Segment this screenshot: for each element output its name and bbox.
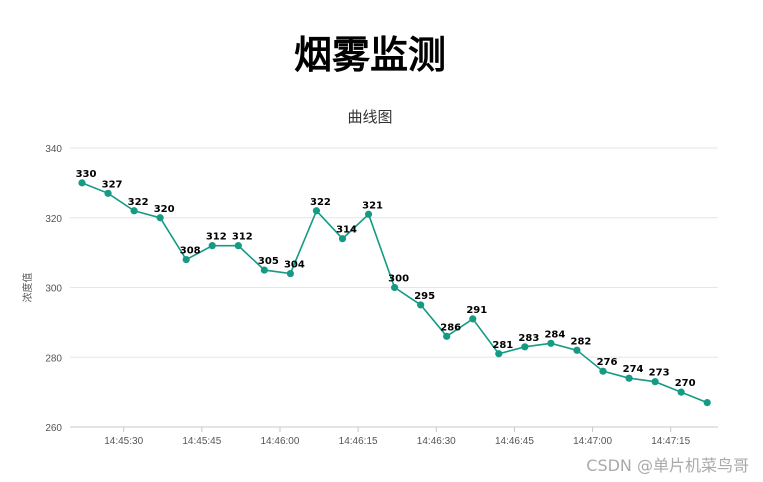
data-label: 295 — [414, 291, 435, 302]
y-axis-label: 浓度值 — [21, 273, 34, 303]
y-tick-label: 280 — [45, 353, 62, 364]
data-label: 322 — [128, 197, 149, 208]
data-point[interactable] — [208, 242, 216, 250]
data-label: 284 — [544, 329, 565, 340]
series-line — [81, 182, 708, 404]
x-tick-label: 14:46:00 — [261, 436, 300, 447]
data-label: 320 — [154, 204, 175, 215]
data-label: 304 — [284, 260, 305, 271]
data-point[interactable] — [495, 350, 503, 358]
data-label: 283 — [518, 333, 539, 344]
data-point[interactable] — [443, 332, 451, 340]
watermark: CSDN @单片机菜鸟哥 — [586, 456, 749, 475]
data-point[interactable] — [78, 179, 86, 187]
y-axis-ticks: 260 280 300 320 340 — [45, 144, 62, 434]
data-label: 270 — [675, 378, 696, 389]
data-label: 322 — [310, 197, 331, 208]
data-point[interactable] — [521, 343, 529, 351]
data-label: 321 — [362, 200, 383, 211]
x-tick-label: 14:47:00 — [573, 436, 612, 447]
x-tick-label: 14:46:45 — [495, 436, 534, 447]
grid-lines — [70, 147, 718, 358]
x-tick-label: 14:46:30 — [417, 436, 456, 447]
y-tick-label: 300 — [45, 284, 62, 295]
data-point[interactable] — [625, 374, 633, 382]
chart-title: 曲线图 — [347, 108, 393, 126]
data-label: 305 — [258, 256, 279, 267]
data-label: 312 — [232, 232, 253, 243]
page-title: 烟雾监测 — [293, 33, 446, 77]
data-point[interactable] — [599, 367, 607, 375]
data-point[interactable] — [260, 266, 268, 274]
data-label: 300 — [388, 274, 409, 285]
data-label: 273 — [649, 368, 670, 379]
data-label: 308 — [180, 246, 201, 257]
data-point[interactable] — [469, 315, 477, 323]
data-point[interactable] — [677, 388, 685, 396]
data-point[interactable] — [364, 210, 373, 218]
x-tick-label: 14:47:15 — [651, 436, 690, 447]
y-tick-label: 320 — [45, 214, 62, 225]
x-tick-label: 14:46:15 — [339, 436, 378, 447]
data-label: 274 — [623, 364, 644, 375]
data-label: 327 — [102, 179, 123, 190]
data-point[interactable] — [651, 378, 659, 386]
data-label: 312 — [206, 232, 227, 243]
data-point[interactable] — [156, 214, 164, 222]
x-tick-label: 14:45:30 — [104, 436, 143, 447]
y-tick-label: 260 — [45, 423, 62, 434]
data-label: 291 — [466, 305, 487, 316]
x-axis-ticks: 14:45:30 14:45:45 14:46:00 14:46:15 14:46:30… — [104, 427, 691, 447]
x-tick-label: 14:45:45 — [182, 436, 221, 447]
data-label: 276 — [597, 357, 618, 368]
data-point[interactable] — [547, 339, 555, 347]
data-point[interactable] — [573, 346, 581, 354]
data-label: 314 — [336, 225, 357, 236]
data-label: 330 — [76, 169, 97, 180]
y-tick-label: 340 — [45, 144, 62, 155]
data-point[interactable] — [104, 189, 112, 197]
data-point[interactable] — [391, 283, 399, 292]
data-label: 282 — [571, 336, 592, 347]
data-point[interactable] — [703, 398, 711, 407]
series-layer — [78, 179, 711, 407]
data-point[interactable] — [417, 301, 425, 309]
data-labels: 330 327 322 320 308 312 312 305 304 322 314 321 300 2… — [76, 169, 696, 389]
data-point[interactable] — [182, 256, 190, 264]
data-point[interactable] — [312, 207, 321, 215]
data-point[interactable] — [234, 242, 242, 250]
data-point[interactable] — [130, 207, 138, 215]
data-label: 281 — [492, 340, 513, 351]
data-point[interactable] — [286, 269, 294, 278]
data-label: 286 — [440, 322, 461, 333]
data-point[interactable] — [338, 235, 347, 243]
